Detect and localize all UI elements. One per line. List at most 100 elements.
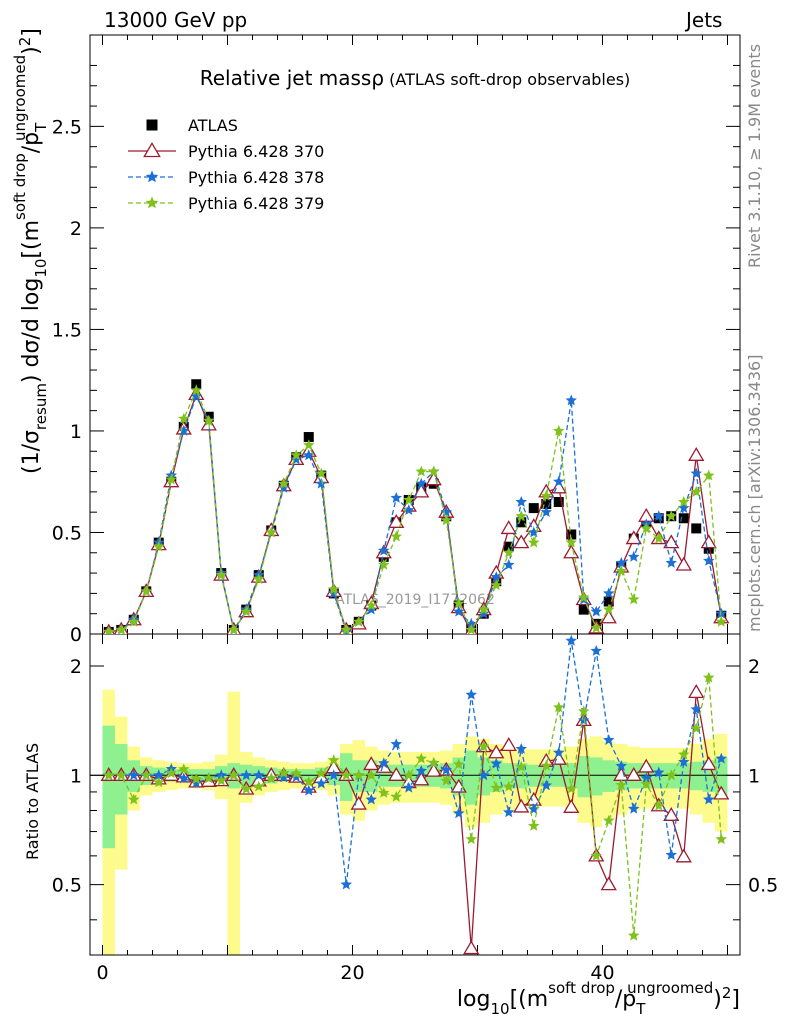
y-tick-label: 2.5 [52,116,82,138]
point-pythia-6-428-379-47 [690,485,702,497]
point-pythia-6-428-370-42 [625,530,642,545]
ratio-point-pythia-6-428-370-26 [425,762,442,777]
point-pythia-6-428-378-25 [415,477,427,489]
point-pythia-6-428-379-16 [303,439,315,450]
point-atlas-16 [303,432,314,443]
point-pythia-6-428-379-35 [540,489,552,501]
ratio-point-pythia-6-428-378-4 [153,769,165,781]
ratio-point-pythia-6-428-378-12 [253,769,265,781]
band-outer-10 [227,691,240,955]
ratio-point-pythia-6-428-378-23 [390,738,402,749]
point-pythia-6-428-378-40 [603,587,615,599]
point-pythia-6-428-378-16 [303,449,315,461]
ratio-point-pythia-6-428-379-40 [603,814,615,826]
ratio-point-pythia-6-428-378-34 [528,803,540,815]
ratio-point-pythia-6-428-379-29 [465,833,477,845]
ratio-point-pythia-6-428-379-1 [115,769,127,781]
point-pythia-6-428-378-6 [178,424,190,436]
axis-labels: log10[(msoft drop/pTungroomed)2] (1/σresu… [11,28,740,1018]
point-pythia-6-428-379-1 [115,623,127,634]
series-group [100,379,730,955]
point-atlas-48 [703,543,714,554]
ratio-point-pythia-6-428-379-16 [303,776,315,787]
point-pythia-6-428-379-2 [128,615,140,627]
point-pythia-6-428-379-23 [390,530,402,542]
ratio-point-pythia-6-428-378-37 [565,634,577,646]
ratio-point-pythia-6-428-379-48 [703,671,715,683]
ratio-point-pythia-6-428-378-21 [365,793,377,805]
ratio-point-pythia-6-428-370-37 [563,799,580,813]
ratio-point-pythia-6-428-378-46 [678,756,690,767]
point-pythia-6-428-379-19 [340,623,352,634]
ratio-point-pythia-6-428-378-35 [540,779,552,791]
point-pythia-6-428-370-47 [688,447,705,461]
ratio-point-pythia-6-428-378-44 [653,766,665,778]
legend-marker-3 [145,196,159,209]
ratio-series [100,634,730,955]
point-pythia-6-428-379-28 [453,597,465,609]
band-inner-47 [690,761,703,791]
ratio-point-pythia-6-428-370-43 [638,758,655,773]
ratio-point-pythia-6-428-379-30 [478,740,490,752]
point-pythia-6-428-379-7 [190,384,202,396]
ratio-point-pythia-6-428-379-15 [290,767,302,779]
ratio-point-pythia-6-428-379-7 [190,773,202,785]
point-pythia-6-428-379-44 [653,532,665,544]
legend-marker-1 [143,142,161,158]
point-pythia-6-428-379-31 [490,579,502,591]
ratio-point-pythia-6-428-379-49 [715,833,727,845]
ratio-point-pythia-6-428-379-17 [315,767,327,779]
ratio-point-pythia-6-428-378-2 [128,769,140,781]
point-pythia-6-428-370-25 [413,483,430,498]
ratio-point-pythia-6-428-378-31 [490,757,502,769]
ratio-point-pythia-6-428-378-43 [640,772,652,784]
ratio-point-pythia-6-428-379-28 [453,758,465,770]
point-pythia-6-428-379-24 [403,494,415,505]
ratio-point-pythia-6-428-379-9 [215,774,227,786]
ratio-point-pythia-6-428-370-48 [700,756,717,771]
point-pythia-6-428-378-48 [703,554,715,566]
ratio-point-pythia-6-428-379-37 [565,782,577,794]
point-pythia-6-428-379-25 [415,465,427,477]
ratio-point-pythia-6-428-379-12 [253,780,265,792]
ratio-point-pythia-6-428-379-22 [378,786,390,798]
point-pythia-6-428-379-10 [228,623,240,634]
ratio-point-pythia-6-428-379-0 [103,769,115,781]
y-axis-label: (1/σresum) dσ/d log10[(msoft drop/pTungr… [11,28,50,474]
point-pythia-6-428-379-45 [665,510,677,522]
ratio-point-pythia-6-428-378-49 [715,752,727,764]
point-pythia-6-428-370-45 [663,534,680,549]
ratio-point-pythia-6-428-379-4 [153,776,165,788]
point-pythia-6-428-379-9 [215,569,227,580]
ratio-point-pythia-6-428-370-40 [600,876,617,891]
point-pythia-6-428-378-46 [678,502,690,513]
ratio-point-pythia-6-428-370-25 [413,771,430,786]
point-pythia-6-428-379-49 [715,615,727,627]
ratio-point-pythia-6-428-379-27 [440,774,452,786]
point-pythia-6-428-379-4 [153,540,165,552]
legend-label-1: Pythia 6.428 370 [188,142,324,161]
ratio-point-pythia-6-428-379-6 [178,763,190,775]
header-right: Jets [686,8,723,32]
point-atlas-38 [578,604,589,615]
point-pythia-6-428-379-13 [265,526,277,538]
point-pythia-6-428-378-14 [278,481,290,493]
ratio-point-pythia-6-428-378-6 [178,772,190,784]
ratio-point-pythia-6-428-378-40 [603,734,615,745]
legend-marker-2 [145,170,159,183]
point-atlas-47 [691,523,702,534]
ratio-point-pythia-6-428-379-43 [640,778,652,789]
watermark-group: ATLAS_2019_I1772062 [335,592,495,608]
ratio-point-pythia-6-428-379-34 [528,819,540,831]
point-pythia-6-428-379-14 [278,477,290,489]
point-pythia-6-428-370-40 [600,609,617,624]
legend-label-2: Pythia 6.428 378 [188,168,324,187]
ratio-point-pythia-6-428-378-38 [578,714,590,726]
point-pythia-6-428-378-39 [590,605,602,617]
point-pythia-6-428-379-36 [553,424,565,436]
ratio-point-pythia-6-428-379-46 [678,748,690,760]
point-pythia-6-428-378-30 [478,607,490,619]
x-tick-label: 40 [590,962,614,984]
point-pythia-6-428-379-29 [465,623,477,634]
